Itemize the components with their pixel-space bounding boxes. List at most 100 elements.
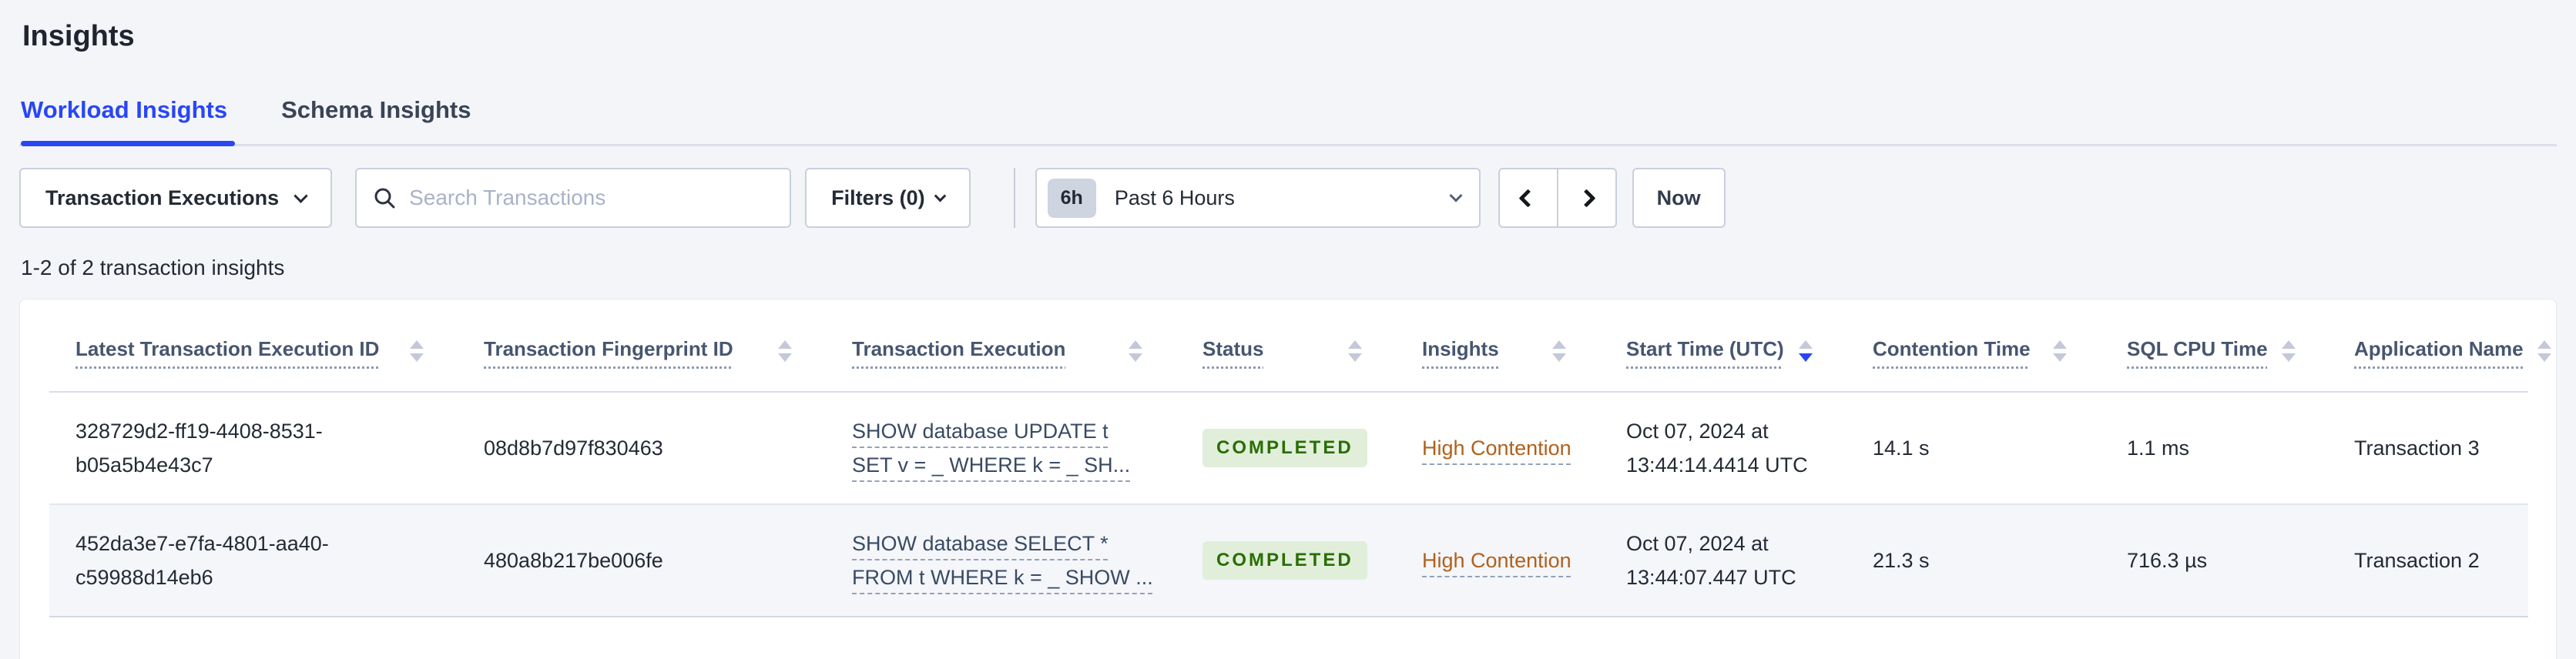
- sort-descending-icon: [778, 353, 792, 362]
- sort-icons[interactable]: [778, 340, 792, 362]
- sort-descending-icon: [2537, 353, 2551, 362]
- sort-descending-icon: [2053, 353, 2067, 362]
- cell-execution-id: 452da3e7-e7fa-4801-aa40-c59988d14eb6: [49, 504, 458, 617]
- sort-descending-icon: [1348, 353, 1362, 362]
- cell-contention-time: 14.1 s: [1846, 392, 2101, 505]
- now-button[interactable]: Now: [1632, 168, 1726, 228]
- search-icon: [374, 188, 395, 209]
- cell-fingerprint-id-text: 08d8b7d97f830463: [484, 437, 663, 460]
- cell-execution-id-text: 452da3e7-e7fa-4801-aa40-c59988d14eb6: [75, 532, 329, 589]
- cell-insights-text[interactable]: High Contention: [1422, 437, 1571, 460]
- column-header[interactable]: Status: [1176, 299, 1396, 393]
- sort-ascending-icon: [2537, 340, 2551, 349]
- table-row: 452da3e7-e7fa-4801-aa40-c59988d14eb6 480a…: [49, 504, 2528, 617]
- column-header[interactable]: Insights: [1396, 299, 1600, 393]
- column-label: Insights: [1422, 337, 1499, 360]
- cell-application-name-text: Transaction 3: [2354, 437, 2480, 460]
- column-header[interactable]: Contention Time: [1846, 299, 2101, 393]
- column-header[interactable]: Latest Transaction Execution ID: [49, 299, 458, 393]
- cell-contention-time-text: 21.3 s: [1873, 549, 1930, 572]
- sort-descending-icon: [1799, 353, 1813, 362]
- previous-time-button[interactable]: [1498, 168, 1558, 228]
- column-label: Application Name: [2354, 337, 2524, 360]
- cell-start-time-text: Oct 07, 2024 at 13:44:14.4414 UTC: [1626, 420, 1808, 477]
- sort-ascending-icon: [778, 340, 792, 349]
- sort-ascending-icon: [2281, 340, 2296, 349]
- sort-icons[interactable]: [2537, 340, 2551, 362]
- time-range-badge: 6h: [1047, 178, 1096, 218]
- cell-execution-id: 328729d2-ff19-4408-8531-b05a5b4e43c7: [49, 392, 458, 505]
- sort-ascending-icon: [1799, 340, 1813, 349]
- next-time-button[interactable]: [1556, 168, 1617, 228]
- column-label: Transaction Fingerprint ID: [484, 337, 733, 360]
- chevron-right-icon: [1577, 188, 1596, 208]
- cell-application-name: Transaction 3: [2328, 392, 2528, 505]
- cell-contention-time-text: 14.1 s: [1873, 437, 1930, 460]
- cell-execution-id-text: 328729d2-ff19-4408-8531-b05a5b4e43c7: [75, 420, 323, 477]
- sort-icons[interactable]: [410, 340, 424, 362]
- results-summary: 1-2 of 2 transaction insights: [21, 256, 285, 279]
- table-header-row: Latest Transaction Execution ID Transact…: [49, 299, 2551, 393]
- chevron-down-icon: [293, 188, 308, 203]
- cell-fingerprint-id-text: 480a8b217be006fe: [484, 549, 663, 572]
- cell-transaction-execution: SHOW database SELECT * FROM t WHERE k = …: [826, 504, 1176, 617]
- cell-fingerprint-id: 480a8b217be006fe: [458, 504, 826, 617]
- sort-ascending-icon: [1348, 340, 1362, 349]
- tab-bar: Workload Insights Schema Insights: [19, 96, 2557, 146]
- column-label: Status: [1202, 337, 1264, 360]
- column-label: Transaction Execution: [852, 337, 1066, 360]
- cell-status: COMPLETED: [1176, 504, 1396, 617]
- sort-descending-icon: [410, 353, 424, 362]
- column-header[interactable]: Start Time (UTC): [1600, 299, 1846, 393]
- toolbar: Transaction Executions Filters (0) 6h Pa…: [19, 168, 2557, 228]
- sort-icons[interactable]: [1552, 340, 1566, 362]
- sort-ascending-icon: [2053, 340, 2067, 349]
- chevron-down-icon: [934, 189, 946, 202]
- sort-icons[interactable]: [2053, 340, 2067, 362]
- chevron-left-icon: [1518, 188, 1538, 208]
- sort-icons[interactable]: [1348, 340, 1362, 362]
- search-input[interactable]: [409, 186, 775, 210]
- sort-icons[interactable]: [1799, 340, 1813, 362]
- cell-transaction-execution: SHOW database UPDATE t SET v = _ WHERE k…: [826, 392, 1176, 505]
- time-range-label: Past 6 Hours: [1114, 186, 1235, 209]
- cell-insights: High Contention: [1396, 504, 1600, 617]
- tab-workload-insights[interactable]: Workload Insights: [21, 96, 236, 146]
- page-title: Insights: [22, 20, 135, 52]
- table-row: 328729d2-ff19-4408-8531-b05a5b4e43c7 08d8…: [49, 392, 2528, 505]
- column-header[interactable]: SQL CPU Time: [2101, 299, 2328, 393]
- time-nav-group: [1498, 168, 1617, 228]
- cell-transaction-execution-text[interactable]: SHOW database SELECT * FROM t WHERE k = …: [852, 532, 1153, 589]
- insights-page: Insights Workload Insights Schema Insigh…: [0, 20, 2576, 659]
- cell-fingerprint-id: 08d8b7d97f830463: [458, 392, 826, 505]
- cell-sql-cpu-time-text: 1.1 ms: [2127, 437, 2190, 460]
- cell-contention-time: 21.3 s: [1846, 504, 2101, 617]
- column-header[interactable]: Application Name: [2328, 299, 2551, 393]
- transaction-insights-table: Latest Transaction Execution ID Transact…: [49, 299, 2551, 617]
- cell-application-name-text: Transaction 2: [2354, 549, 2480, 572]
- search-box[interactable]: [355, 168, 792, 228]
- sort-descending-icon: [1552, 353, 1566, 362]
- column-header[interactable]: Transaction Fingerprint ID: [458, 299, 826, 393]
- filters-dropdown[interactable]: Filters (0): [805, 168, 971, 228]
- cell-sql-cpu-time: 1.1 ms: [2101, 392, 2328, 505]
- cell-transaction-execution-text[interactable]: SHOW database UPDATE t SET v = _ WHERE k…: [852, 420, 1131, 477]
- chevron-down-icon: [1449, 189, 1463, 202]
- sort-icons[interactable]: [1129, 340, 1142, 362]
- cell-sql-cpu-time: 716.3 µs: [2101, 504, 2328, 617]
- sort-ascending-icon: [1129, 340, 1142, 349]
- cell-status-text: COMPLETED: [1202, 541, 1367, 580]
- sort-icons[interactable]: [2281, 340, 2296, 362]
- cell-status-text: COMPLETED: [1202, 429, 1367, 467]
- sort-descending-icon: [2281, 353, 2296, 362]
- column-label: SQL CPU Time: [2127, 337, 2268, 360]
- time-range-picker[interactable]: 6h Past 6 Hours: [1035, 168, 1481, 228]
- column-label: Latest Transaction Execution ID: [75, 337, 380, 360]
- tab-schema-insights[interactable]: Schema Insights: [281, 96, 471, 123]
- cell-start-time: Oct 07, 2024 at 13:44:07.447 UTC: [1600, 504, 1846, 617]
- column-header[interactable]: Transaction Execution: [826, 299, 1176, 393]
- cell-insights-text[interactable]: High Contention: [1422, 549, 1571, 572]
- execution-type-dropdown[interactable]: Transaction Executions: [19, 168, 333, 228]
- table-card: Latest Transaction Execution ID Transact…: [19, 299, 2557, 659]
- cell-sql-cpu-time-text: 716.3 µs: [2127, 549, 2208, 572]
